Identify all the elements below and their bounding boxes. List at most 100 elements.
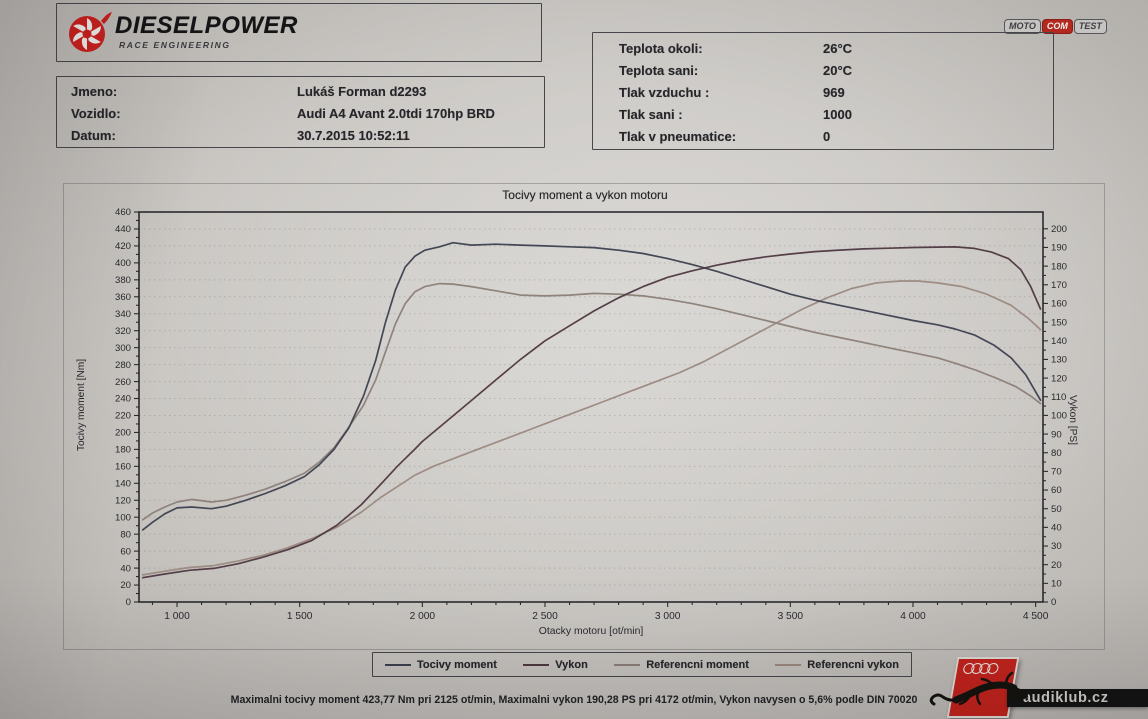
svg-text:170: 170 [1051, 280, 1067, 291]
brand-header-box: DIESELPOWER RACE ENGINEERING [56, 3, 542, 62]
legend-label: Tocivy moment [417, 658, 497, 671]
legend-item-referencni-vykon: Referencni vykon [775, 659, 899, 671]
svg-text:160: 160 [115, 462, 131, 473]
chart-legend: Tocivy moment Vykon Referencni moment Re… [372, 652, 912, 677]
info-label: Tlak sani : [619, 107, 683, 122]
svg-text:190: 190 [1051, 243, 1067, 254]
results-summary: Maximalni tocivy moment 423,77 Nm pri 21… [230, 694, 918, 706]
info-row-jmeno: Jmeno: Lukáš Forman d2293 [57, 84, 544, 106]
info-row-datum: Datum: 30.7.2015 10:52:11 [57, 128, 544, 150]
info-row-vozidlo: Vozidlo: Audi A4 Avant 2.0tdi 170hp BRD [57, 106, 544, 128]
svg-text:120: 120 [115, 495, 131, 506]
svg-text:220: 220 [115, 411, 131, 422]
info-label: Jmeno: [71, 84, 118, 99]
svg-text:4 500: 4 500 [1023, 611, 1049, 622]
info-row-tlak-vzduchu: Tlak vzduchu : 969 [593, 85, 1053, 107]
reference-torque-line-swatch [614, 663, 641, 666]
svg-text:110: 110 [1051, 392, 1066, 403]
info-row-tlak-sani: Tlak sani : 1000 [593, 107, 1053, 129]
svg-text:60: 60 [1051, 485, 1062, 496]
svg-text:320: 320 [115, 326, 131, 337]
info-label: Tlak v pneumatice: [619, 129, 737, 144]
svg-text:360: 360 [115, 292, 131, 303]
svg-text:400: 400 [115, 258, 131, 269]
info-value: 969 [823, 85, 845, 100]
svg-text:460: 460 [115, 207, 131, 218]
info-value: Lukáš Forman d2293 [297, 84, 427, 99]
svg-text:3 000: 3 000 [655, 611, 681, 622]
svg-text:70: 70 [1051, 467, 1062, 478]
svg-text:2 500: 2 500 [532, 611, 558, 622]
info-row-teplota-okoli: Teplota okoli: 26°C [593, 41, 1053, 63]
info-label: Teplota okoli: [619, 41, 703, 56]
svg-text:280: 280 [115, 360, 131, 371]
info-value: 26°C [823, 41, 853, 56]
svg-text:420: 420 [115, 241, 131, 252]
chart-title: Tocivy moment a vykon motoru [502, 188, 668, 202]
info-value: 20°C [823, 63, 853, 78]
info-label: Datum: [71, 128, 116, 143]
legend-item-tocivy-moment: Tocivy moment [385, 659, 497, 671]
power-line-swatch [523, 663, 550, 666]
svg-text:Tocivy moment [Nm]: Tocivy moment [Nm] [76, 359, 87, 451]
info-value: 1000 [823, 107, 852, 122]
svg-text:4 000: 4 000 [900, 611, 926, 622]
motocom-moto-label: MOTO [1004, 18, 1041, 34]
svg-text:3 500: 3 500 [778, 611, 804, 622]
svg-text:40: 40 [1051, 523, 1062, 534]
svg-text:120: 120 [1051, 373, 1067, 384]
svg-text:60: 60 [120, 546, 131, 557]
info-value: Audi A4 Avant 2.0tdi 170hp BRD [297, 106, 495, 121]
svg-text:180: 180 [1051, 261, 1067, 272]
info-row-tlak-pneumatice: Tlak v pneumatice: 0 [593, 129, 1053, 151]
svg-text:150: 150 [1051, 317, 1067, 328]
torque-line-swatch [385, 663, 411, 666]
svg-text:160: 160 [1051, 299, 1067, 310]
svg-text:0: 0 [126, 597, 131, 608]
svg-text:Vykon [PS]: Vykon [PS] [1067, 395, 1078, 445]
svg-text:50: 50 [1051, 504, 1062, 515]
svg-text:200: 200 [1051, 224, 1067, 235]
svg-text:1 500: 1 500 [287, 611, 313, 622]
svg-text:440: 440 [115, 224, 131, 235]
svg-text:260: 260 [115, 377, 131, 388]
svg-text:380: 380 [115, 275, 131, 286]
audiklub-banner: audiklub.cz [1007, 689, 1148, 707]
chart-outer-frame [63, 183, 1105, 650]
audiklub-text: audiklub.cz [1023, 690, 1109, 706]
audiklub-watermark: audiklub.cz [928, 650, 1148, 719]
svg-text:0: 0 [1051, 597, 1056, 608]
brand-name: DIESELPOWER [115, 12, 298, 39]
turbo-fan-icon [69, 12, 112, 52]
motocomtest-logo: MOTO COM TEST [1004, 18, 1107, 34]
legend-label: Referencni moment [646, 658, 749, 671]
info-row-teplota-sani: Teplota sani: 20°C [593, 63, 1053, 85]
legend-item-vykon: Vykon [523, 659, 588, 671]
info-label: Tlak vzduchu : [619, 85, 710, 100]
svg-text:30: 30 [1051, 541, 1062, 552]
dyno-chart: Tocivy moment a vykon motoru 0 20 40 60 80 10… [60, 180, 1110, 652]
svg-text:1 000: 1 000 [164, 611, 190, 622]
chart-plot-area: 0204060801001201401601802002202402602803… [76, 207, 1078, 637]
svg-text:140: 140 [1051, 336, 1067, 347]
svg-text:240: 240 [115, 394, 131, 405]
svg-text:20: 20 [120, 580, 131, 591]
info-label: Teplota sani: [619, 63, 699, 78]
legend-label: Vykon [555, 658, 588, 671]
svg-text:300: 300 [115, 343, 131, 354]
svg-text:100: 100 [1051, 411, 1067, 422]
svg-text:90: 90 [1051, 429, 1062, 440]
legend-label: Referencni vykon [807, 658, 899, 671]
motocom-test-label: TEST [1073, 18, 1107, 34]
info-label: Vozidlo: [71, 106, 121, 121]
info-value: 0 [823, 129, 831, 144]
legend-item-referencni-moment: Referencni moment [614, 659, 749, 671]
reference-power-line-swatch [775, 663, 802, 666]
customer-info-box: Jmeno: Lukáš Forman d2293 Vozidlo: Audi … [56, 76, 545, 148]
svg-text:Otacky motoru [ot/min]: Otacky motoru [ot/min] [539, 626, 644, 637]
environment-info-box: Teplota okoli: 26°C Teplota sani: 20°C T… [592, 32, 1054, 150]
gecko-icon [929, 671, 1029, 706]
svg-text:100: 100 [115, 512, 131, 523]
